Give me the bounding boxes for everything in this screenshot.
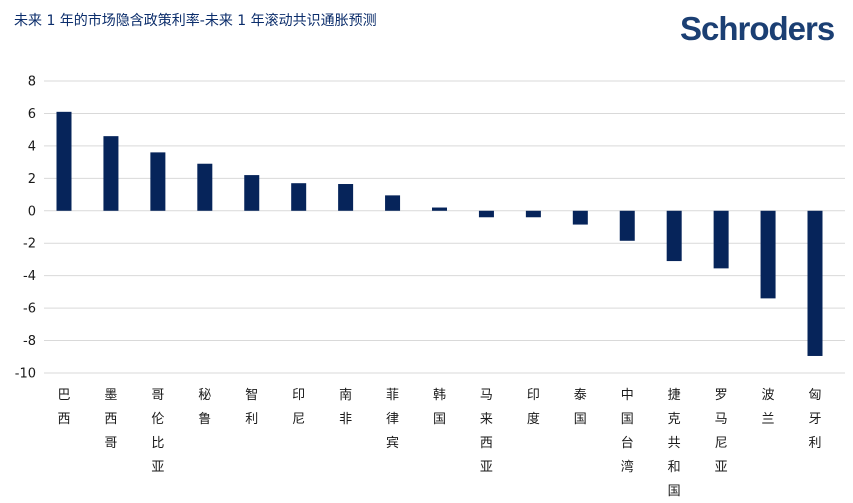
category-label: 马来西亚: [480, 388, 493, 475]
y-tick-label: 0: [28, 204, 36, 219]
category-label: 南非: [339, 387, 352, 427]
category-label: 韩国: [433, 388, 446, 427]
bar: [478, 210, 494, 218]
y-tick-label: -4: [23, 269, 36, 284]
bar: [338, 184, 354, 211]
bars: [56, 111, 823, 356]
bar: [666, 210, 682, 262]
category-label: 菲律宾: [386, 388, 399, 451]
bar: [291, 183, 307, 211]
bar: [432, 207, 447, 211]
bar: [244, 175, 260, 211]
y-tick-label: 4: [28, 139, 36, 154]
bar: [760, 210, 776, 299]
y-tick-label: -8: [23, 334, 36, 349]
category-label: 泰国: [574, 388, 587, 427]
gridlines: [44, 80, 845, 374]
bar: [713, 210, 729, 269]
category-label: 巴西: [57, 388, 70, 427]
category-label: 哥伦比亚: [151, 388, 164, 475]
bar: [56, 111, 72, 211]
bar: [150, 152, 166, 211]
schroders-logo: Schroders: [680, 10, 835, 47]
category-label: 匈牙利: [808, 388, 821, 451]
bar: [385, 195, 401, 211]
bar: [572, 210, 588, 225]
y-tick-label: -10: [15, 367, 36, 382]
y-tick-label: 8: [28, 75, 36, 90]
category-label: 波兰: [762, 388, 775, 427]
category-label: 墨西哥: [104, 388, 117, 451]
category-label: 秘鲁: [198, 388, 211, 427]
bar: [197, 163, 213, 211]
y-tick-label: -2: [23, 237, 36, 252]
bar: [525, 210, 541, 218]
chart-title: 未来 1 年的市场隐含政策利率-未来 1 年滚动共识通胀预测: [14, 13, 377, 29]
category-label: 中国台湾: [621, 388, 634, 475]
y-tick-label: 6: [28, 107, 36, 122]
bar: [103, 136, 119, 211]
y-axis-ticks: 8 6 4 2 0 -2 -4 -6 -8 -10: [15, 75, 36, 382]
category-label: 罗马尼亚: [715, 388, 728, 475]
category-label: 印度: [527, 388, 540, 427]
category-label: 捷克共和国: [668, 388, 681, 499]
category-label: 智利: [245, 388, 258, 427]
y-tick-label: 2: [28, 172, 36, 187]
bar: [619, 210, 635, 241]
bar: [807, 210, 823, 356]
category-label: 印尼: [292, 388, 305, 427]
y-tick-label: -6: [23, 302, 36, 317]
